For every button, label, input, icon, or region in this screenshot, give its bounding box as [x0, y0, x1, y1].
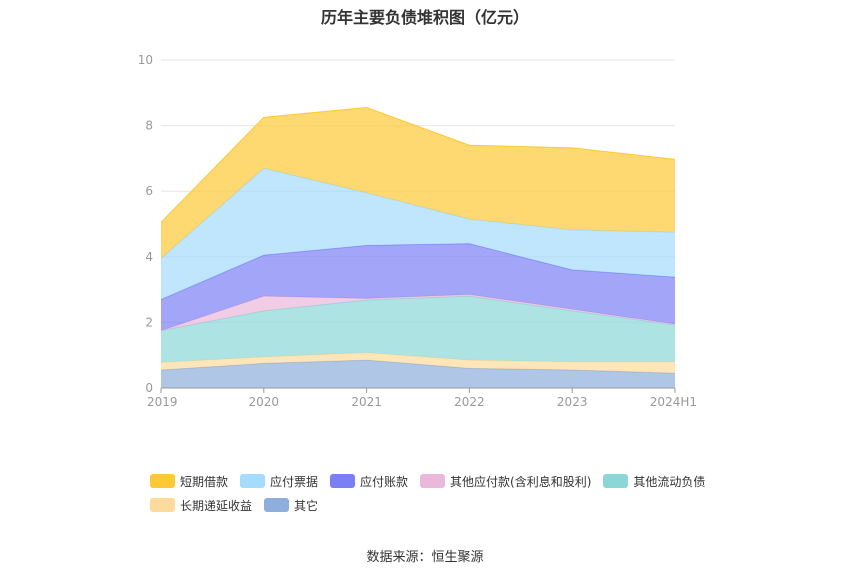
- axes: 0 2 4 6 8 10 2019 2020 2021 2022 2023 2024H1: [138, 53, 697, 409]
- x-tick-label: 2019: [147, 395, 178, 409]
- chart-title: 历年主要负债堆积图（亿元）: [320, 8, 529, 27]
- x-tick-label: 2022: [454, 395, 485, 409]
- area-series-4: [161, 243, 675, 331]
- y-tick-label: 6: [145, 184, 153, 198]
- legend-label: 其他流动负债: [633, 474, 706, 489]
- legend-label: 长期递延收益: [180, 498, 253, 513]
- legend-label: 其它: [294, 498, 319, 513]
- legend-label: 其他应付款(含利息和股利): [450, 474, 592, 489]
- stacked-area-chart: 0 2 4 6 8 10 2019 2020 2021 2022 2023 2024H1: [138, 53, 697, 409]
- legend-label: 应付账款: [360, 474, 409, 489]
- legend-item[interactable]: 长期递延收益: [150, 497, 252, 513]
- y-tick-label: 10: [138, 53, 153, 67]
- legend-item[interactable]: 其他应付款(含利息和股利): [420, 473, 591, 489]
- legend-item[interactable]: 应付票据: [240, 473, 318, 489]
- area-series-3: [161, 294, 675, 331]
- area-series-0: [161, 360, 675, 388]
- x-tick-label: 2020: [249, 395, 280, 409]
- legend-swatch: [240, 474, 266, 488]
- y-tick-label: 4: [145, 250, 153, 264]
- legend-item[interactable]: 应付账款: [330, 473, 408, 489]
- legend-swatch: [603, 474, 629, 488]
- legend-swatch: [264, 498, 290, 512]
- area-series: [160, 107, 676, 388]
- area-series-edge-6: [160, 107, 676, 223]
- y-tick-label: 2: [145, 315, 153, 329]
- legend-item[interactable]: 短期借款: [150, 473, 228, 489]
- area-series-1: [161, 352, 675, 374]
- legend-swatch: [150, 474, 175, 488]
- legend-label: 短期借款: [180, 474, 229, 489]
- legend-item[interactable]: 其它: [264, 497, 318, 513]
- x-tick-label: 2024H1: [650, 395, 697, 409]
- area-series-edge-5: [160, 167, 676, 259]
- area-series-5: [161, 168, 675, 300]
- y-tick-label: 0: [145, 381, 153, 395]
- legend-item[interactable]: 其他流动负债: [603, 473, 705, 489]
- legend-swatch: [330, 474, 356, 488]
- area-series-2: [161, 296, 675, 363]
- chart-legend: 短期借款 应付票据 应付账款 其他应付款(含利息和股利) 其他流动负债长期递延收益 其它: [150, 473, 730, 513]
- x-tick-label: 2023: [557, 395, 588, 409]
- legend-swatch: [420, 474, 446, 488]
- data-source-note: 数据来源：恒生聚源: [366, 550, 484, 565]
- legend-swatch: [150, 498, 175, 512]
- x-tick-label: 2021: [351, 395, 382, 409]
- area-series-6: [161, 107, 675, 259]
- y-tick-label: 8: [145, 119, 153, 133]
- legend-label: 应付票据: [270, 474, 319, 489]
